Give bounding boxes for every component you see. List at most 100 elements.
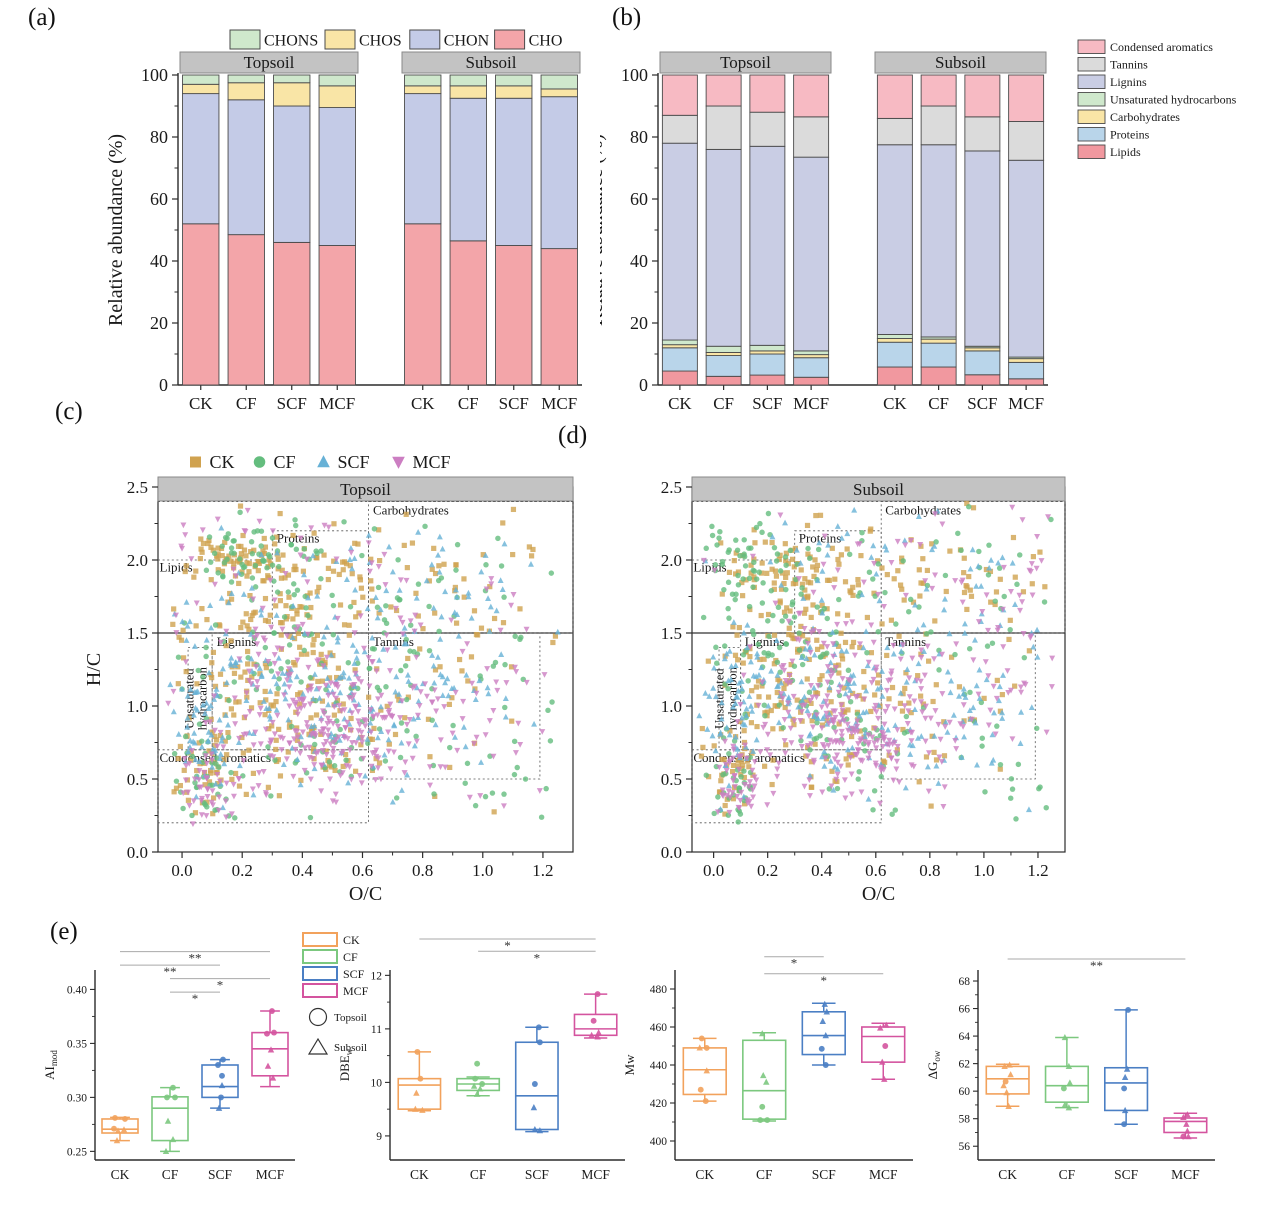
svg-text:80: 80 <box>630 127 648 147</box>
svg-text:SCF: SCF <box>967 394 997 413</box>
svg-text:0.5: 0.5 <box>127 770 148 789</box>
bars <box>661 74 1045 386</box>
svg-text:20: 20 <box>630 313 648 333</box>
svg-text:Carbohydrates: Carbohydrates <box>373 503 449 518</box>
svg-text:MCF: MCF <box>319 394 355 413</box>
svg-text:1.5: 1.5 <box>127 624 148 643</box>
svg-text:2.0: 2.0 <box>661 551 682 570</box>
svg-text:0.35: 0.35 <box>67 1038 87 1050</box>
svg-text:Topsoil: Topsoil <box>340 480 391 499</box>
svg-text:CF: CF <box>1059 1167 1076 1182</box>
axes: 0.0 0.2 0.4 0.6 0.8 1.0 1.2 0.0 0.5 1.0 1.5 2.0 2.5 O… <box>83 478 554 905</box>
svg-text:Topsoil: Topsoil <box>720 53 771 72</box>
bars <box>182 74 578 386</box>
svg-text:66: 66 <box>959 1004 971 1016</box>
group-header: Subsoil <box>691 476 1066 502</box>
svg-text:*: * <box>192 991 199 1006</box>
svg-text:SCF: SCF <box>525 1167 550 1182</box>
svg-text:SCF: SCF <box>1114 1167 1139 1182</box>
svg-text:CF: CF <box>274 452 296 472</box>
svg-text:Lignins: Lignins <box>1110 75 1147 89</box>
svg-text:0.0: 0.0 <box>661 843 682 862</box>
panel-c-van-krevelen-scatter: TopsoilLipidsProteinsCarbohydratesLignin… <box>83 452 574 905</box>
svg-text:SCF: SCF <box>499 394 529 413</box>
panel-b-stacked-bar-chart: 0 20 40 60 80 100 Relative abundance (%) CK CF SC… <box>600 39 1237 413</box>
svg-text:480: 480 <box>650 984 668 996</box>
svg-text:*: * <box>217 978 224 993</box>
svg-text:SCF: SCF <box>338 452 370 472</box>
svg-text:100: 100 <box>141 65 168 85</box>
svg-text:2.5: 2.5 <box>661 478 682 497</box>
data-points <box>165 503 561 828</box>
svg-text:CF: CF <box>713 394 734 413</box>
data-points <box>696 500 1056 825</box>
svg-text:1.0: 1.0 <box>127 697 148 716</box>
svg-text:1.0: 1.0 <box>472 861 493 880</box>
svg-text:MCF: MCF <box>869 1167 898 1182</box>
panel-e-label: (e) <box>50 918 78 945</box>
svg-text:2.0: 2.0 <box>127 551 148 570</box>
svg-text:40: 40 <box>150 251 168 271</box>
svg-text:MCF: MCF <box>1171 1167 1200 1182</box>
svg-text:11: 11 <box>371 1024 382 1036</box>
svg-text:0.4: 0.4 <box>811 861 833 880</box>
svg-text:CK: CK <box>343 933 360 947</box>
svg-text:CF: CF <box>162 1167 179 1182</box>
svg-text:0: 0 <box>159 375 168 395</box>
svg-text:0.6: 0.6 <box>865 861 886 880</box>
group-header: Topsoil <box>659 51 832 74</box>
svg-text:Condensed aromatics: Condensed aromatics <box>1110 40 1213 54</box>
svg-text:DBEw: DBEw <box>337 1048 354 1081</box>
svg-text:1.2: 1.2 <box>532 861 553 880</box>
svg-text:0.8: 0.8 <box>919 861 940 880</box>
svg-text:0.30: 0.30 <box>67 1092 87 1104</box>
svg-text:Subsoil: Subsoil <box>853 480 904 499</box>
svg-text:64: 64 <box>959 1031 971 1043</box>
svg-text:1.5: 1.5 <box>661 624 682 643</box>
panel-d-van-krevelen-scatter: SubsoilLipidsProteinsCarbohydratesLignin… <box>661 476 1066 905</box>
svg-text:2.5: 2.5 <box>127 478 148 497</box>
svg-text:CK: CK <box>411 394 435 413</box>
svg-text:CK: CK <box>883 394 907 413</box>
svg-text:MCF: MCF <box>581 1167 610 1182</box>
svg-text:12: 12 <box>371 970 383 982</box>
svg-text:CK: CK <box>410 1167 429 1182</box>
svg-text:H/C: H/C <box>83 653 105 686</box>
svg-text:MCF: MCF <box>793 394 829 413</box>
svg-text:Proteins: Proteins <box>277 530 320 545</box>
svg-text:SCF: SCF <box>277 394 307 413</box>
svg-text:80: 80 <box>150 127 168 147</box>
legend: Condensed aromatics Tannins Lignins Unsatur… <box>1077 39 1237 159</box>
group-header: Subsoil <box>874 51 1047 74</box>
svg-text:440: 440 <box>650 1060 668 1072</box>
svg-text:Carbohydrates: Carbohydrates <box>885 503 961 518</box>
series-MCF <box>700 504 1056 816</box>
group-header: Subsoil <box>401 51 581 74</box>
svg-text:Subsoil: Subsoil <box>935 53 986 72</box>
panel-c-label: (c) <box>55 398 83 425</box>
svg-text:100: 100 <box>621 65 648 85</box>
svg-text:CHO: CHO <box>529 33 563 50</box>
svg-text:CK: CK <box>668 394 692 413</box>
axes: 0 20 40 60 80 100 Relative abundance (%) CK CF SC… <box>105 65 582 413</box>
svg-text:40: 40 <box>630 251 648 271</box>
svg-text:Topsoil: Topsoil <box>244 53 295 72</box>
axes: 0 20 40 60 80 100 Relative abundance (%) CK CF SC… <box>600 65 1048 413</box>
svg-text:**: ** <box>164 964 177 979</box>
group-header: Topsoil <box>179 51 359 74</box>
svg-text:420: 420 <box>650 1098 668 1110</box>
scatter-legend: CK CF SCF MCF <box>190 452 451 472</box>
svg-text:*: * <box>504 938 511 953</box>
svg-text:Proteins: Proteins <box>799 530 842 545</box>
svg-text:400: 400 <box>650 1136 668 1148</box>
svg-text:0.0: 0.0 <box>171 861 192 880</box>
svg-text:CHONS: CHONS <box>264 33 318 50</box>
axes: 0.0 0.2 0.4 0.6 0.8 1.0 1.2 0.0 0.5 1.0 1.5 2.0 2.5 O… <box>661 478 1049 905</box>
box-subplot-3: 56 58 60 62 64 66 68 ΔGow CK CF SCF MCF ** <box>925 958 1215 1182</box>
svg-text:Carbohydrates: Carbohydrates <box>1110 110 1180 124</box>
svg-text:Topsoil: Topsoil <box>334 1012 367 1024</box>
svg-text:Proteins: Proteins <box>1110 128 1150 142</box>
svg-text:CF: CF <box>236 394 257 413</box>
